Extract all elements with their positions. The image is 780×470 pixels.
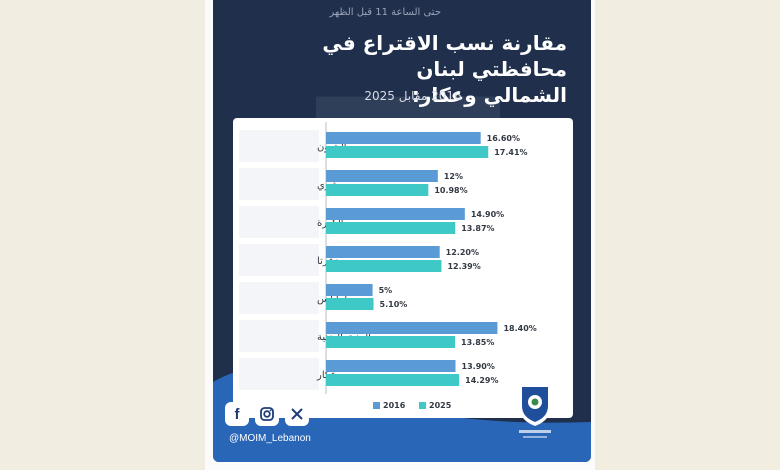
data-label: 13.90% [462, 362, 495, 371]
bar-2025 [326, 146, 489, 158]
bar-2025 [326, 298, 374, 310]
bar-chart: البترون16.60%17.41%بشري12%10.98%الكورة14… [233, 118, 573, 418]
social-handle[interactable]: @MOIM_Lebanon [229, 433, 311, 444]
data-label: 10.98% [434, 186, 467, 195]
page-title: مقارنة نسب الاقتراع في محافظتي لبنان الش… [253, 30, 567, 108]
bar-2025 [326, 184, 429, 196]
legend-swatch [419, 402, 426, 409]
bar-2025 [326, 222, 456, 234]
bar-2016 [326, 360, 456, 372]
legend-swatch [373, 402, 380, 409]
category-cell [239, 358, 319, 390]
data-label: 13.85% [461, 338, 494, 347]
bar-2025 [326, 260, 442, 272]
bar-2016 [326, 322, 498, 334]
title-line-2: الشمالي وعكار: [411, 83, 567, 107]
category-cell [239, 168, 319, 200]
chart-panel: البترون16.60%17.41%بشري12%10.98%الكورة14… [233, 118, 573, 418]
data-label: 13.87% [461, 224, 494, 233]
data-label: 14.90% [471, 210, 504, 219]
data-label: 18.40% [503, 324, 536, 333]
subtitle: 2016 مقابل 2025 [364, 89, 462, 103]
title-line-1: مقارنة نسب الاقتراع في محافظتي لبنان [322, 31, 567, 81]
x-icon[interactable] [285, 402, 309, 426]
category-cell [239, 282, 319, 314]
bar-2016 [326, 132, 481, 144]
ministry-logo [519, 384, 551, 438]
data-label: 12% [444, 172, 463, 181]
bar-2016 [326, 170, 438, 182]
category-cell [239, 206, 319, 238]
bar-2016 [326, 208, 465, 220]
category-cell [239, 320, 319, 352]
instagram-icon[interactable] [255, 402, 279, 426]
data-label: 17.41% [494, 148, 527, 157]
infographic-card: حتى الساعة 11 قبل الظهر مقارنة نسب الاقت… [213, 0, 591, 462]
category-cell [239, 130, 319, 162]
legend-label: 2016 [383, 401, 406, 410]
data-label: 12.20% [446, 248, 479, 257]
bar-2016 [326, 246, 440, 258]
bar-2025 [326, 374, 460, 386]
bar-2025 [326, 336, 456, 348]
time-caption: حتى الساعة 11 قبل الظهر [329, 7, 441, 18]
data-label: 5.10% [380, 300, 408, 309]
category-cell [239, 244, 319, 276]
data-label: 14.29% [465, 376, 498, 385]
bar-2016 [326, 284, 373, 296]
legend-label: 2025 [429, 401, 452, 410]
data-label: 5% [379, 286, 393, 295]
data-label: 12.39% [447, 262, 480, 271]
facebook-icon[interactable]: f [225, 402, 249, 426]
social-links: f [225, 402, 309, 426]
data-label: 16.60% [487, 134, 520, 143]
